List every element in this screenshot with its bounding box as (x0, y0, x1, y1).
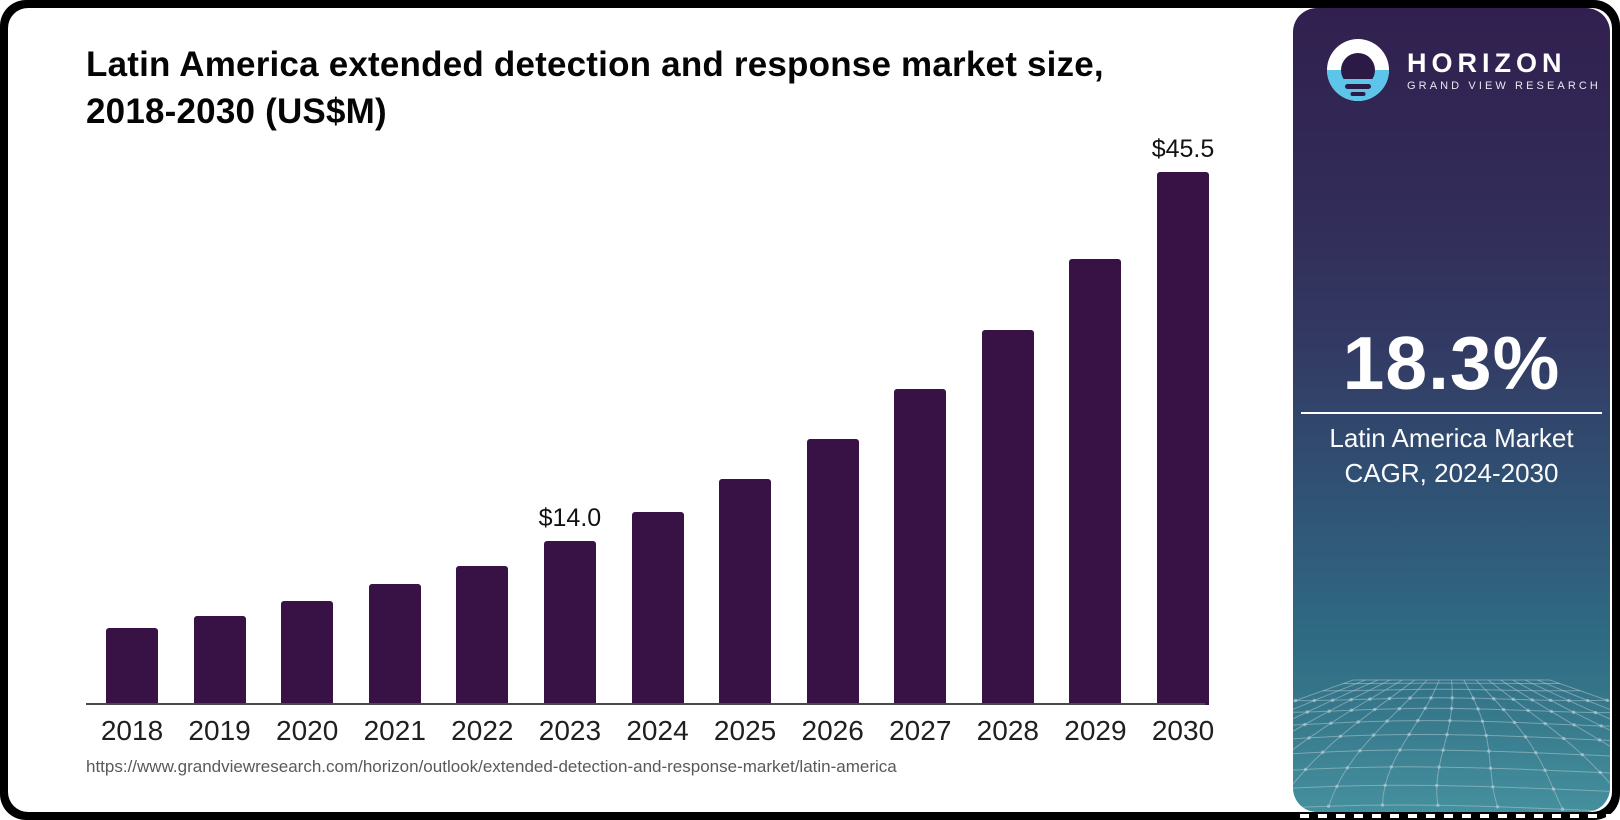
x-axis-label: 2024 (626, 715, 689, 746)
x-axis-label: 2026 (801, 715, 864, 746)
bar (806, 439, 859, 705)
bar (281, 601, 334, 705)
bar (543, 541, 596, 705)
horizon-sunset-logo-icon (1327, 39, 1389, 101)
bar (981, 330, 1034, 705)
brand-subtitle: GRAND VIEW RESEARCH (1407, 79, 1601, 92)
x-axis-label: 2018 (100, 715, 164, 746)
x-axis-label: 2022 (451, 715, 514, 746)
bar-value-label: $14.0 (538, 504, 602, 532)
source-url: https://www.grandviewresearch.com/horizo… (86, 757, 897, 776)
x-axis-label: 2027 (889, 715, 952, 746)
brand-text: HORIZON GRAND VIEW RESEARCH (1407, 49, 1601, 92)
x-axis-label: 2019 (188, 715, 251, 746)
bar-chart: $14.0 $45.5 (106, 128, 1214, 705)
divider-line (1301, 412, 1602, 414)
x-axis-label: 2020 (276, 715, 339, 746)
bar-value-label: $45.5 (1151, 135, 1215, 163)
bar (1069, 259, 1122, 705)
x-axis-line (86, 703, 1205, 705)
x-axis-label: 2023 (538, 715, 602, 746)
bottom-dashes-decoration (1300, 814, 1612, 818)
cagr-value: 18.3% (1342, 321, 1561, 405)
x-axis-label: 2025 (713, 715, 777, 746)
x-axis-label: 2029 (1064, 715, 1127, 746)
brand-name: HORIZON (1407, 47, 1567, 78)
x-axis-label: 2021 (363, 715, 426, 746)
wireframe-mesh-decoration (1293, 660, 1610, 812)
bar (193, 616, 246, 705)
chart-title-line2: 2018-2030 (US$M) (86, 92, 387, 131)
x-axis-label: 2028 (976, 715, 1039, 746)
bar (106, 628, 158, 705)
bar (456, 566, 509, 705)
cagr-caption-line2: CAGR, 2024-2030 (1344, 458, 1559, 488)
sidebar-card: HORIZON GRAND VIEW RESEARCH 18.3% Latin … (1293, 8, 1610, 812)
cagr-caption: Latin America Market CAGR, 2024-2030 (1293, 421, 1610, 491)
x-axis-label: 2030 (1151, 715, 1215, 746)
bar (631, 512, 684, 705)
bar (719, 479, 772, 705)
chart-title: Latin America extended detection and res… (86, 41, 1206, 135)
cagr-caption-line1: Latin America Market (1329, 423, 1574, 453)
bar (894, 389, 947, 705)
brand-header: HORIZON GRAND VIEW RESEARCH (1327, 39, 1601, 101)
chart-title-line1: Latin America extended detection and res… (86, 45, 1104, 84)
bar (1157, 172, 1209, 705)
bar (368, 584, 421, 705)
